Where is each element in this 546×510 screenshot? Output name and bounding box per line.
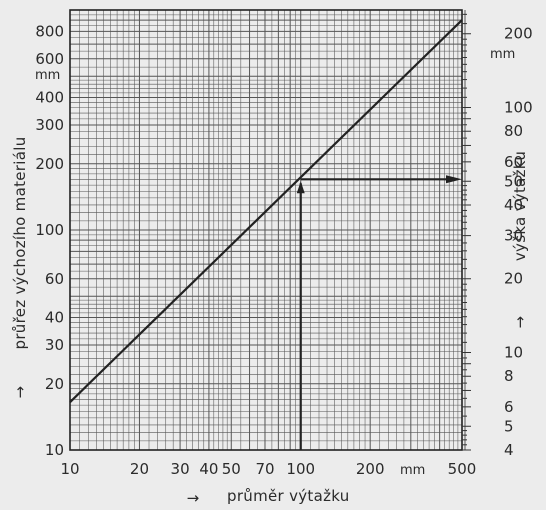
- x-tick-label: 200: [356, 460, 385, 478]
- x-unit: mm: [400, 463, 425, 478]
- x-tick-label: 500: [448, 460, 477, 478]
- y-right-tick-label: 80: [504, 122, 523, 140]
- y-right-tick-label: 30: [504, 227, 523, 245]
- series-line: [69, 19, 463, 403]
- x-tick-label: 40: [199, 460, 218, 478]
- y-right-tick-label: 50: [504, 172, 523, 190]
- x-tick-label: 20: [130, 460, 149, 478]
- y-left-tick-label: 60: [45, 270, 64, 288]
- y-right-tick-label: 4: [504, 441, 514, 459]
- x-tick-label: 10: [60, 460, 79, 478]
- y-left-tick-label: 30: [45, 336, 64, 354]
- y-left-tick-label: 600: [35, 50, 64, 68]
- y-left-tick-label: 400: [35, 89, 64, 107]
- x-tick-label: 100: [286, 460, 315, 478]
- y-left-arrow-glyph: →: [11, 386, 29, 399]
- y-left-tick-label: 100: [35, 221, 64, 239]
- y-right-tick-label: 200: [504, 25, 533, 43]
- x-axis-title: průměr výtažku: [227, 487, 350, 505]
- plot-frame: [69, 9, 471, 451]
- x-tick-label: 70: [255, 460, 274, 478]
- y-left-tick-label: 10: [45, 441, 64, 459]
- y-left-tick-label: 300: [35, 116, 64, 134]
- y-right-tick-label: 8: [504, 367, 514, 385]
- y-right-title: výška výtažku: [511, 151, 529, 261]
- y-left-title-text: průřez výchozího materiálu: [11, 137, 29, 350]
- y-right-tick-label: 5: [504, 417, 514, 435]
- y-right-tick-label: 40: [504, 196, 523, 214]
- tick-labels: 10 20 30 40 50 70 100 200 5001020304060100200300…: [35, 22, 532, 478]
- x-tick-label: 30: [171, 460, 190, 478]
- y-left-title: průřez výchozího materiálu: [11, 137, 29, 350]
- y-left-tick-label: 20: [45, 375, 64, 393]
- arrowhead-up: [296, 181, 305, 194]
- annotation-arrows: [296, 175, 462, 450]
- x-axis-arrow: →: [187, 489, 200, 507]
- y-right-arrow-glyph: →: [511, 316, 529, 329]
- y-right-unit: mm: [490, 47, 515, 62]
- y-left-tick-label: 200: [35, 155, 64, 173]
- plot-border: [69, 9, 463, 451]
- y-right-tick-label: 20: [504, 270, 523, 288]
- y-right-tick-label: 6: [504, 398, 514, 416]
- y-right-arrow: →: [511, 316, 529, 329]
- x-tick-label: 50: [222, 460, 241, 478]
- arrowhead-right: [446, 175, 462, 184]
- y-left-arrow: →: [11, 386, 29, 399]
- series-layer: [69, 19, 463, 403]
- y-right-tick-label: 100: [504, 98, 533, 116]
- y-right-tick-label: 60: [504, 153, 523, 171]
- y-left-tick-label: 40: [45, 309, 64, 327]
- y-right-title-text: výška výtažku: [511, 151, 529, 261]
- y-left-unit: mm: [35, 68, 60, 83]
- y-right-tick-label: 10: [504, 344, 523, 362]
- y-left-tick-label: 800: [35, 22, 64, 40]
